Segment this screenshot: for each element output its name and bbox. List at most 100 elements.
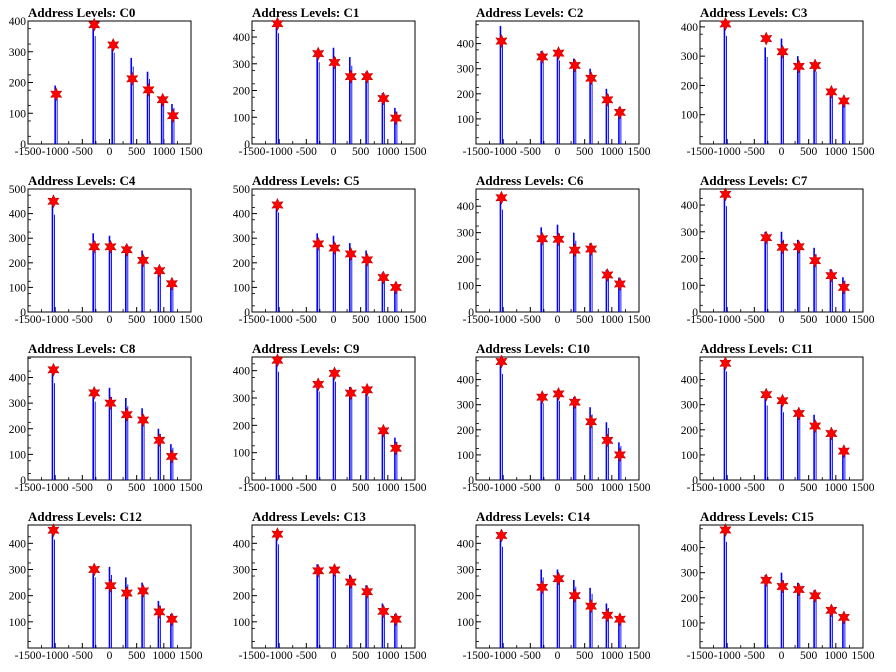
x-tick-label: 0 (107, 650, 113, 662)
peak-marker (165, 276, 179, 291)
peak-marker (153, 263, 166, 278)
x-tick-label: 1500 (852, 314, 875, 326)
peak-marker (360, 252, 374, 267)
x-tick-label: 500 (128, 146, 146, 158)
x-tick-label: 0 (779, 482, 785, 494)
y-tick-label: 200 (681, 80, 699, 92)
x-tick-label: 500 (352, 314, 370, 326)
y-tick-label: 200 (681, 593, 699, 605)
y-tick-label: 0 (244, 139, 250, 151)
y-tick-label: 100 (681, 618, 699, 630)
peak-marker (584, 599, 598, 614)
peak-marker (536, 231, 549, 246)
x-tick-label: 0 (107, 314, 113, 326)
peak-marker (271, 197, 284, 213)
x-tick-label: -1000 (266, 314, 293, 326)
chart-title: Address Levels: C9 (252, 341, 360, 356)
x-tick-label: -500 (72, 314, 93, 326)
peak-marker (792, 582, 805, 597)
peak-marker (837, 444, 851, 459)
peak-marker (344, 385, 357, 401)
x-tick-label: 1000 (824, 482, 847, 494)
chart-panel-2: Address Levels: C2 100 200 300 400 -1500 -1000… (457, 5, 651, 158)
chart-panel-14: Address Levels: C14 100 200 300 400 -1500 -100… (457, 509, 651, 662)
peak-marker (792, 239, 805, 254)
x-tick-label: -1500 (239, 650, 266, 662)
chart-title: Address Levels: C5 (252, 173, 360, 188)
y-tick-label: 100 (457, 617, 475, 629)
x-tick-label: -1000 (42, 650, 69, 662)
chart-title: Address Levels: C15 (700, 509, 814, 524)
peak-marker (328, 366, 341, 381)
x-tick-label: -1000 (714, 482, 741, 494)
x-tick-label: -1000 (42, 314, 69, 326)
peak-marker (536, 390, 549, 405)
peak-marker (377, 604, 390, 619)
x-tick-label: 1000 (152, 146, 175, 158)
x-tick-label: 500 (352, 650, 370, 662)
x-tick-label: -1500 (15, 482, 42, 494)
y-tick-label: 0 (244, 475, 250, 487)
x-tick-label: -1500 (239, 146, 266, 158)
peak-marker (808, 253, 822, 268)
peak-marker (328, 55, 341, 70)
y-tick-label: 300 (233, 233, 251, 245)
x-tick-label: 1000 (376, 314, 399, 326)
x-tick-label: -1500 (687, 482, 714, 494)
chart-title: Address Levels: C2 (476, 5, 583, 20)
x-tick-label: 1500 (628, 650, 651, 662)
x-tick-label: -500 (744, 146, 765, 158)
peak-marker (156, 92, 169, 107)
peak-marker (377, 270, 390, 285)
peak-marker (776, 44, 789, 59)
x-tick-label: -500 (296, 482, 317, 494)
y-tick-label: 200 (9, 591, 27, 603)
x-tick-label: -1500 (15, 314, 42, 326)
peak-marker (808, 418, 822, 434)
x-tick-label: -500 (744, 650, 765, 662)
y-tick-label: 200 (233, 420, 251, 432)
x-tick-label: -500 (520, 482, 541, 494)
y-tick-label: 300 (9, 233, 27, 245)
x-tick-label: -500 (744, 482, 765, 494)
peak-marker (328, 240, 341, 256)
y-tick-label: 200 (233, 591, 251, 603)
y-tick-label: 400 (233, 366, 251, 378)
x-tick-label: -1000 (490, 146, 517, 158)
peak-marker (360, 382, 374, 397)
x-tick-label: -1000 (490, 314, 517, 326)
x-tick-label: -1500 (239, 482, 266, 494)
peak-marker (389, 280, 403, 295)
x-tick-label: 0 (107, 482, 113, 494)
y-tick-label: 100 (9, 617, 27, 629)
x-tick-label: -1500 (687, 650, 714, 662)
y-tick-label: 300 (457, 400, 475, 412)
x-tick-label: 500 (352, 146, 370, 158)
y-tick-label: 300 (681, 227, 699, 239)
x-tick-label: 1500 (180, 314, 203, 326)
x-tick-label: 0 (331, 650, 337, 662)
chart-panel-7: Address Levels: C7 0 100 200 300 400 -1500 -100… (681, 173, 875, 326)
x-tick-label: 0 (779, 314, 785, 326)
peak-marker (613, 447, 627, 463)
x-tick-label: -1000 (490, 650, 517, 662)
y-tick-label: 200 (9, 424, 27, 436)
y-tick-label: 100 (233, 448, 251, 460)
x-tick-label: -1000 (714, 650, 741, 662)
x-tick-label: -1500 (15, 650, 42, 662)
x-tick-label: 1000 (152, 650, 175, 662)
peak-marker (47, 362, 60, 377)
y-tick-label: 400 (457, 39, 475, 51)
chart-title: Address Levels: C8 (28, 341, 136, 356)
peak-marker (328, 562, 341, 578)
y-tick-label: 100 (681, 450, 699, 462)
chart-panel-9: Address Levels: C9 0 100 200 300 400 -1500 -100… (233, 341, 427, 494)
y-tick-label: 300 (681, 51, 699, 63)
peak-marker (136, 583, 150, 599)
x-tick-label: -1500 (239, 314, 266, 326)
peak-marker (377, 423, 390, 438)
y-tick-label: 300 (9, 47, 27, 59)
peak-marker (107, 37, 120, 53)
